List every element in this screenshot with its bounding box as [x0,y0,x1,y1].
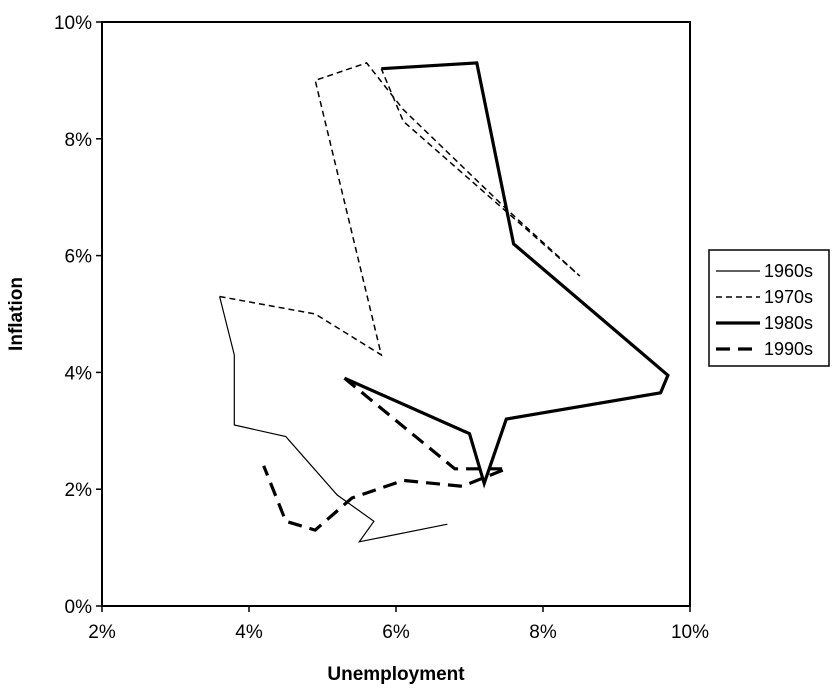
y-tick-label: 6% [65,247,93,268]
x-tick-label: 4% [235,622,263,643]
series-line-1970s [219,62,581,357]
y-tick-label: 2% [65,480,93,501]
legend-label-1990s: 1990s [764,339,813,359]
y-tick-label: 8% [65,130,93,151]
x-tick-label: 6% [382,622,410,643]
y-axis-title: Inflation [6,277,27,351]
x-tick-label: 8% [529,622,557,643]
x-axis-title: Unemployment [327,664,465,685]
x-axis: 2% 4% 6% 8% 10% [88,606,709,643]
y-tick-label: 0% [65,597,93,618]
legend-label-1970s: 1970s [764,287,813,307]
x-tick-label: 2% [88,622,116,643]
y-tick-label: 4% [65,363,93,384]
legend-box [708,249,830,367]
series-layer [219,61,670,543]
plot-area-frame [101,21,691,607]
legend-label-1980s: 1980s [764,313,813,333]
legend: 1960s 1970s 1980s 1990s [708,249,830,367]
y-tick-label: 10% [54,13,92,34]
legend-label-1960s: 1960s [764,261,813,281]
y-axis: 0% 2% 4% 6% 8% 10% [54,13,102,618]
x-tick-label: 10% [671,622,709,643]
series-line-1960s [219,296,448,543]
series-line-1980s [343,61,670,489]
series-line-1990s [262,376,507,532]
